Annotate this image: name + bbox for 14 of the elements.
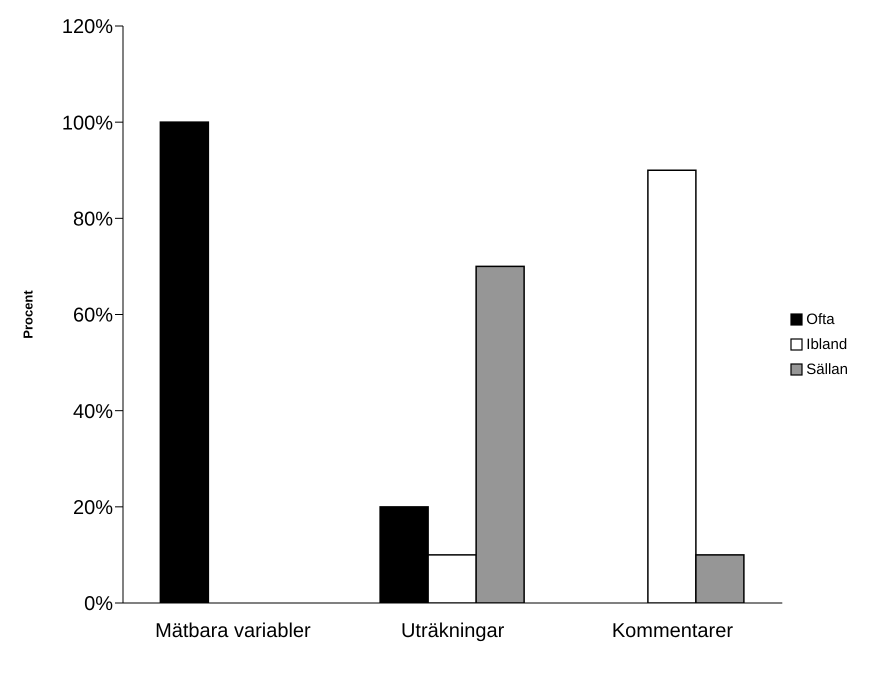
y-tick-label: 120%: [62, 16, 114, 38]
x-tick-label: Kommentarer: [612, 620, 734, 642]
legend-label: Sällan: [806, 360, 848, 378]
x-tick-label: Uträkningar: [400, 620, 505, 642]
y-tick-label: 20%: [72, 496, 114, 519]
y-tick-label: 60%: [72, 304, 114, 327]
y-tick-label: 0%: [84, 593, 114, 616]
legend-label: Ibland: [806, 336, 848, 352]
y-tick-label: 100%: [62, 112, 114, 134]
legend-label: Ofta: [806, 310, 835, 328]
y-tick-label: 40%: [72, 400, 114, 423]
y-tick-label: 80%: [72, 208, 114, 230]
y-axis-title: Procent: [20, 290, 36, 339]
x-tick-label: Mätbara variabler: [155, 620, 312, 642]
